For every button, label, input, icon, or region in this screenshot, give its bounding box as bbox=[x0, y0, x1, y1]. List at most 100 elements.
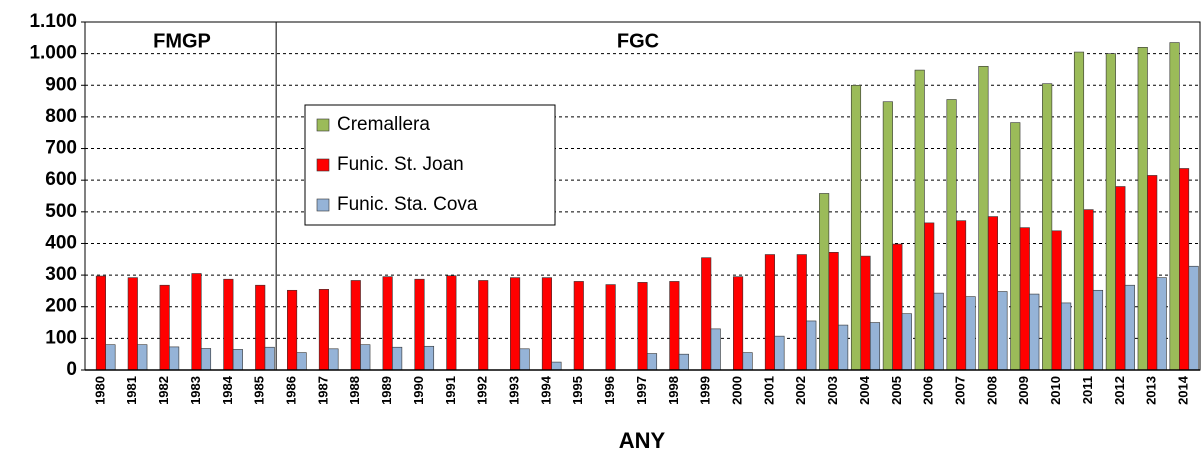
legend-box bbox=[304, 104, 556, 226]
y-tick-label: 1.100 bbox=[29, 11, 77, 32]
bar bbox=[987, 216, 998, 371]
bar bbox=[1188, 265, 1199, 371]
bar bbox=[1169, 42, 1180, 371]
x-tick-label: 1984 bbox=[220, 375, 235, 405]
bar bbox=[414, 278, 425, 371]
x-tick-label: 1983 bbox=[188, 376, 203, 405]
x-tick-label: 1999 bbox=[698, 376, 713, 405]
bar bbox=[1010, 122, 1021, 371]
x-tick-label: 2002 bbox=[793, 376, 808, 405]
bar bbox=[519, 348, 530, 371]
bar bbox=[360, 344, 371, 371]
bar bbox=[191, 273, 202, 371]
x-tick-label: 1995 bbox=[570, 376, 585, 405]
x-tick-label: 1980 bbox=[92, 376, 107, 405]
bar bbox=[860, 255, 871, 371]
x-tick-label: 1992 bbox=[475, 376, 490, 405]
bar bbox=[1124, 284, 1135, 371]
bar bbox=[901, 313, 912, 371]
bar bbox=[264, 346, 275, 371]
bar bbox=[796, 254, 807, 371]
y-tick-label: 1.000 bbox=[29, 43, 77, 64]
bar bbox=[478, 280, 489, 371]
y-tick-label: 500 bbox=[45, 201, 77, 222]
x-tick-label: 1986 bbox=[284, 376, 299, 405]
bar bbox=[1083, 209, 1094, 371]
bar bbox=[223, 278, 234, 371]
bar bbox=[510, 277, 521, 371]
bar bbox=[838, 324, 849, 371]
x-tick-label: 1990 bbox=[411, 376, 426, 405]
x-axis-label: ANY bbox=[619, 428, 666, 453]
legend-swatch bbox=[316, 158, 330, 172]
bar bbox=[1147, 175, 1158, 371]
bar bbox=[914, 69, 925, 371]
legend-label: Funic. St. Joan bbox=[337, 154, 464, 175]
x-tick-label: 2008 bbox=[984, 376, 999, 405]
x-tick-label: 1993 bbox=[507, 376, 522, 405]
y-tick-label: 200 bbox=[45, 296, 77, 317]
x-tick-label: 2010 bbox=[1048, 376, 1063, 405]
bar bbox=[1105, 53, 1116, 371]
x-tick-label: 2004 bbox=[857, 375, 872, 405]
y-tick-label: 400 bbox=[45, 232, 77, 253]
bar bbox=[318, 289, 329, 371]
bar bbox=[669, 281, 680, 371]
bar bbox=[287, 289, 298, 371]
x-tick-label: 1988 bbox=[347, 376, 362, 405]
bar bbox=[946, 99, 957, 371]
x-tick-label: 2012 bbox=[1112, 376, 1127, 405]
y-tick-label: 300 bbox=[45, 264, 77, 285]
bar bbox=[200, 348, 212, 371]
bar bbox=[774, 335, 785, 371]
bar bbox=[956, 220, 967, 371]
bar bbox=[296, 352, 307, 371]
bar bbox=[105, 344, 116, 371]
bar bbox=[137, 344, 148, 371]
bar bbox=[646, 353, 658, 371]
bar bbox=[828, 252, 839, 371]
y-tick-label: 600 bbox=[45, 169, 77, 190]
bar bbox=[382, 276, 393, 371]
bar bbox=[869, 322, 881, 371]
bar bbox=[764, 254, 775, 371]
bar bbox=[892, 243, 903, 371]
y-tick-label: 800 bbox=[45, 106, 77, 127]
y-tick-label: 100 bbox=[45, 327, 77, 348]
bar bbox=[924, 222, 935, 371]
legend-swatch bbox=[316, 118, 330, 132]
bar bbox=[1019, 227, 1030, 371]
legend-label: Funic. Sta. Cova bbox=[337, 194, 478, 215]
bar bbox=[978, 65, 989, 371]
x-tick-label: 1996 bbox=[602, 376, 617, 405]
x-tick-label: 2000 bbox=[730, 376, 745, 405]
x-tick-label: 1994 bbox=[538, 375, 553, 405]
bar bbox=[541, 277, 552, 371]
x-tick-label: 1989 bbox=[379, 376, 394, 405]
x-tick-label: 2001 bbox=[761, 376, 776, 405]
bar bbox=[819, 193, 830, 371]
bar bbox=[997, 291, 1008, 371]
bar bbox=[637, 282, 648, 371]
x-tick-label: 2007 bbox=[953, 376, 968, 405]
x-tick-label: 1981 bbox=[124, 376, 139, 405]
bar bbox=[806, 320, 817, 371]
bar bbox=[328, 348, 339, 371]
bar bbox=[1073, 51, 1085, 371]
annotation: FGC bbox=[617, 30, 659, 52]
bar bbox=[232, 349, 243, 371]
x-tick-label: 1982 bbox=[156, 376, 171, 405]
bar bbox=[159, 284, 170, 371]
bar bbox=[392, 346, 403, 371]
x-tick-label: 1998 bbox=[666, 376, 681, 405]
legend-swatch bbox=[316, 198, 330, 212]
bar bbox=[423, 345, 435, 371]
bar bbox=[127, 277, 138, 371]
bar bbox=[850, 84, 862, 371]
y-tick-label: 700 bbox=[45, 138, 77, 159]
x-tick-label: 2009 bbox=[1016, 376, 1031, 405]
bar bbox=[1029, 293, 1040, 371]
x-tick-label: 1997 bbox=[634, 376, 649, 405]
x-tick-label: 1985 bbox=[252, 376, 267, 405]
